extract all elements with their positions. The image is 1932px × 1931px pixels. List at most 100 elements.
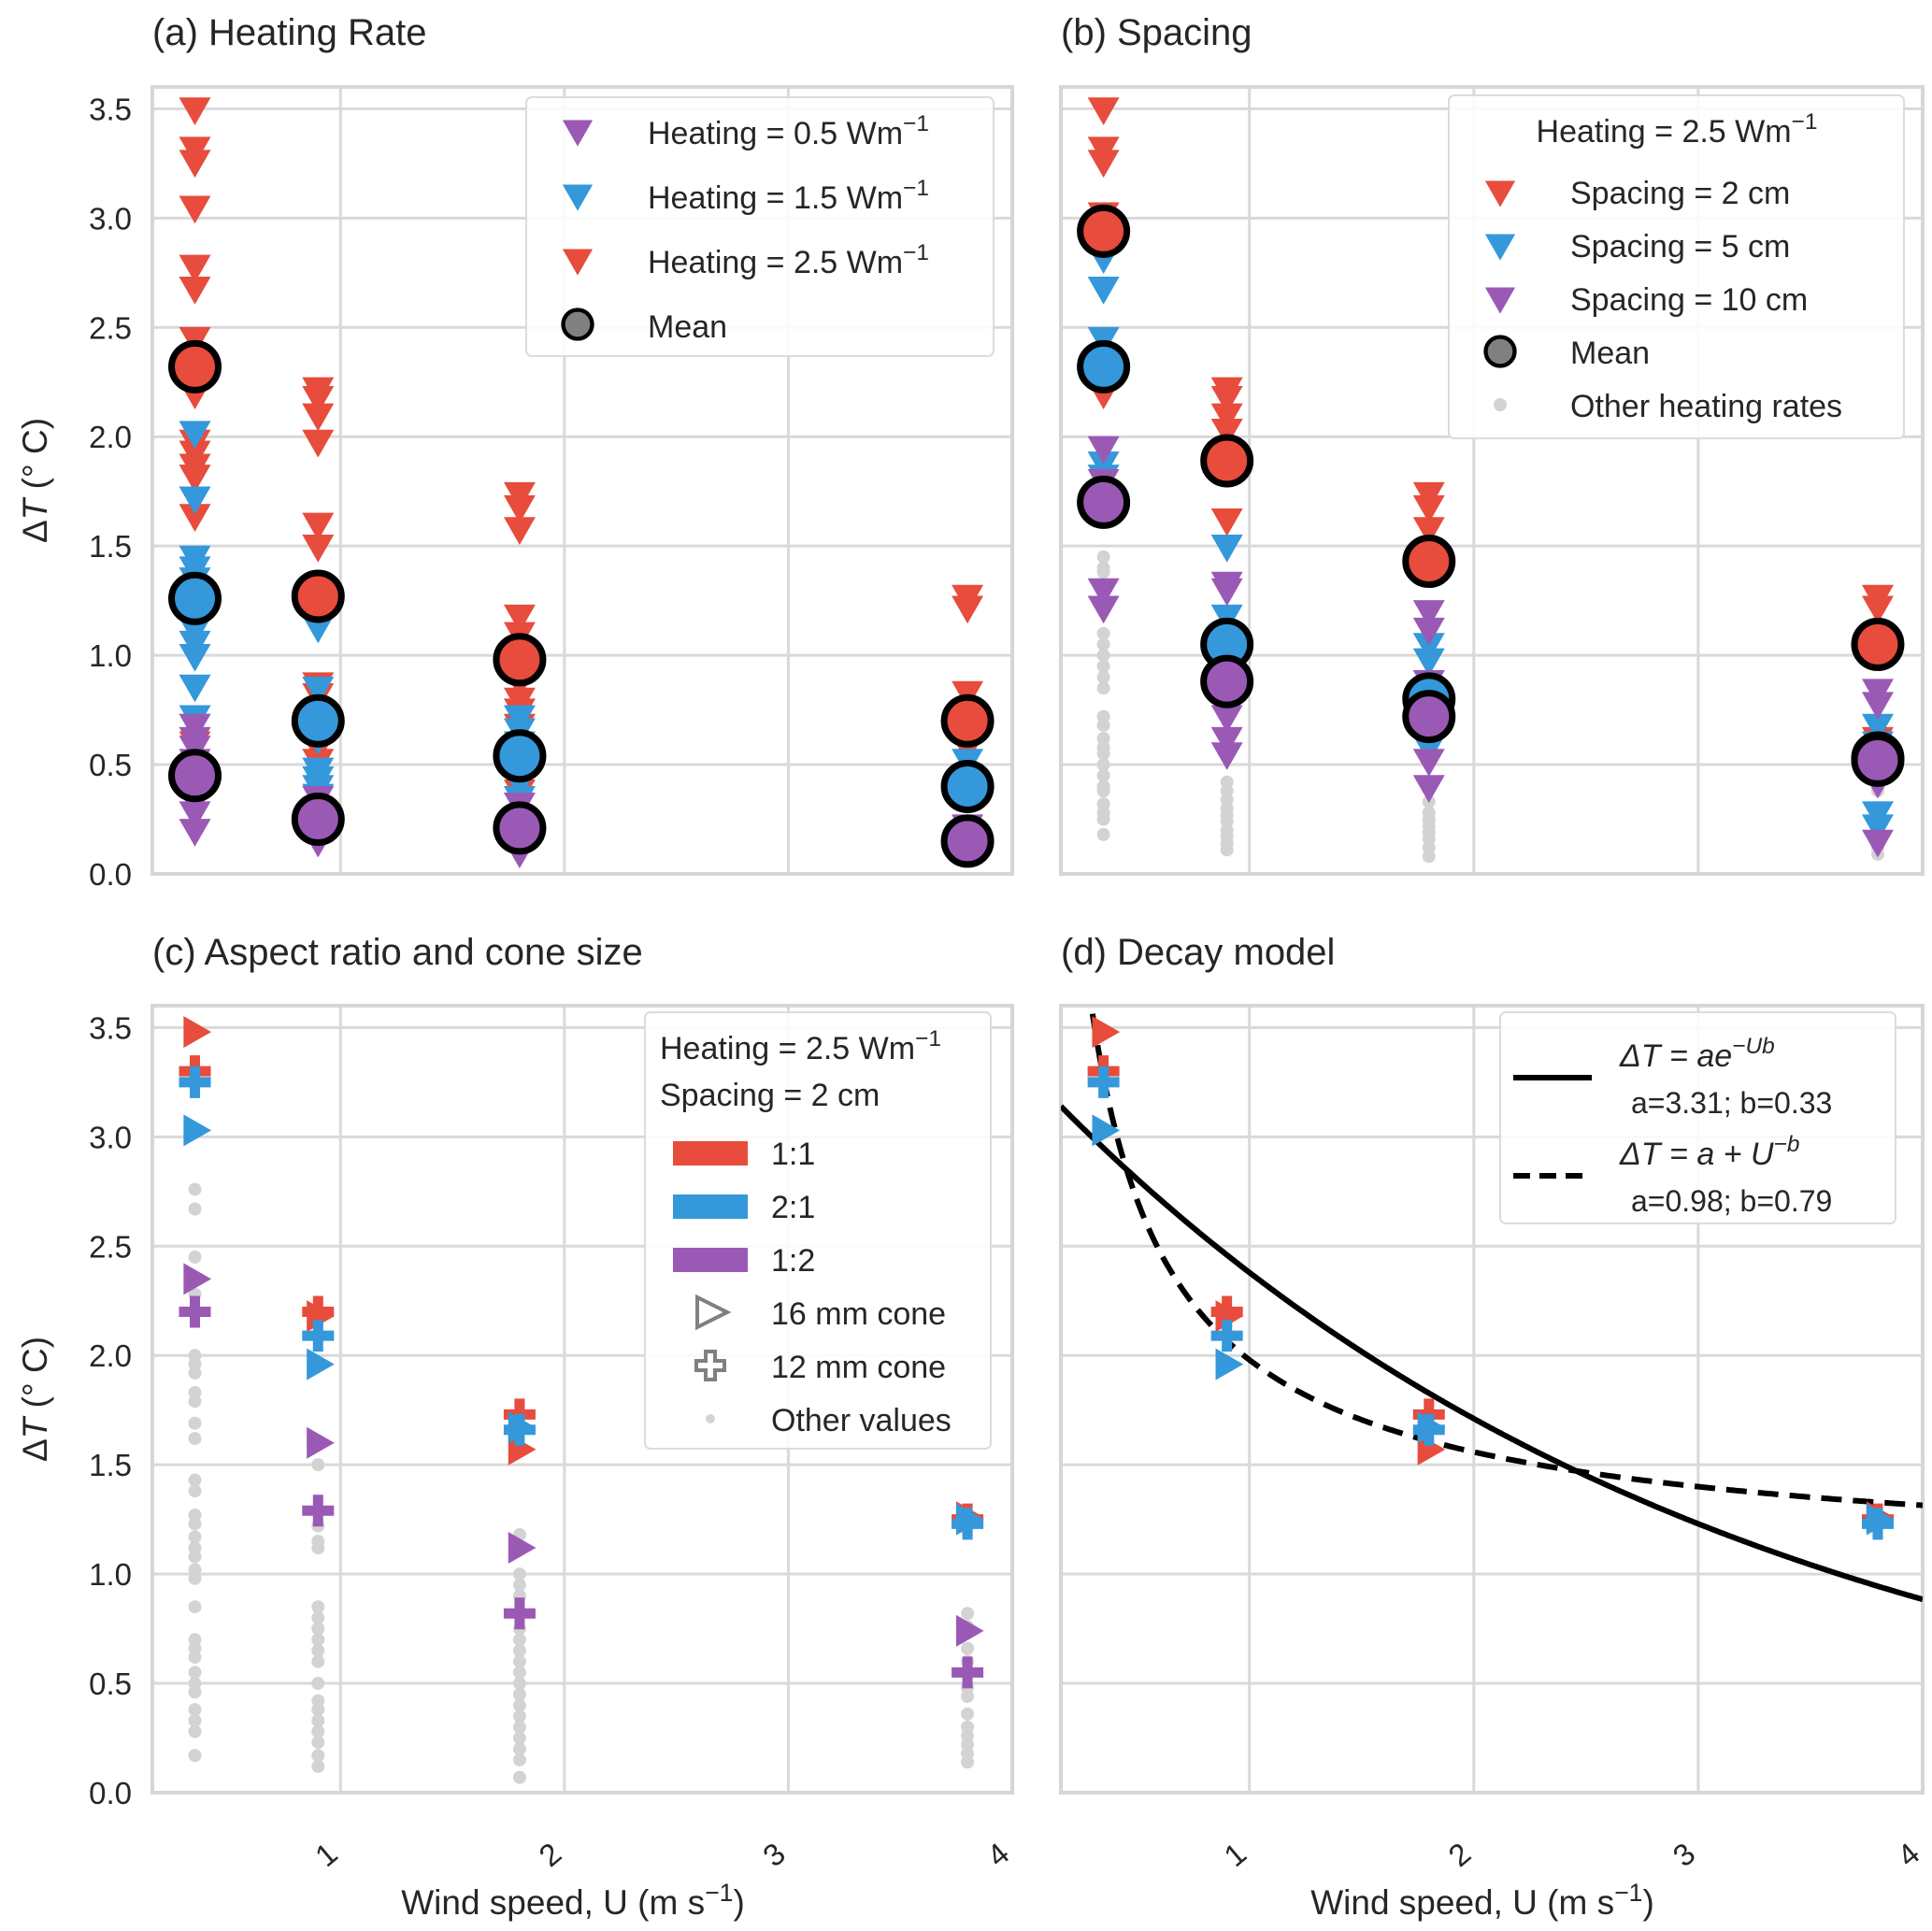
- xtick-label: 4: [1891, 1836, 1926, 1873]
- data-point: [311, 1643, 325, 1657]
- xlabel-d-main: Wind speed, U (m s: [1310, 1883, 1614, 1922]
- data-point: [302, 615, 335, 644]
- ytick-label: 1.5: [89, 529, 132, 564]
- panel-title-b: (b) Spacing: [1061, 12, 1252, 53]
- ylabel-part: T: [16, 1415, 54, 1438]
- legend-box: [1499, 1011, 1896, 1224]
- legend-title-line: Spacing = 2 cm: [660, 1078, 880, 1113]
- data-point: [1412, 617, 1445, 646]
- data-point: [1096, 758, 1110, 772]
- legend-label: 16 mm cone: [771, 1296, 946, 1332]
- data-point: [179, 819, 211, 847]
- data-point: [302, 385, 335, 414]
- ylabel-part: Δ: [16, 520, 54, 543]
- data-point: [1096, 784, 1110, 798]
- data-point: [1096, 659, 1110, 673]
- mean-point: [1077, 204, 1131, 258]
- data-point: [961, 1755, 975, 1769]
- legend-label-sup: −1: [903, 176, 929, 201]
- data-point: [311, 1736, 325, 1750]
- xtick-label: 2: [1441, 1836, 1477, 1873]
- data-point: [1087, 578, 1120, 607]
- data-point: [1861, 595, 1894, 624]
- data-point: [1096, 718, 1110, 732]
- data-point: [188, 1600, 202, 1614]
- legend-marker: [562, 184, 594, 211]
- data-point: [1861, 692, 1894, 721]
- data-point: [302, 1320, 335, 1352]
- data-point: [311, 1759, 325, 1773]
- data-point: [1087, 595, 1120, 624]
- data-point: [179, 195, 211, 224]
- data-point: [512, 1677, 526, 1691]
- series-1-2-16-mm-cone: [183, 1263, 984, 1647]
- legend-marker: [695, 1294, 732, 1331]
- legend-label: Other values: [771, 1403, 952, 1438]
- data-point: [508, 1532, 537, 1565]
- data-point: [183, 1114, 212, 1147]
- data-point: [188, 1432, 202, 1446]
- legend-title: Heating = 2.5 Wm−1: [1537, 109, 1818, 150]
- data-point: [1412, 517, 1445, 546]
- data-point: [512, 1654, 526, 1668]
- data-point: [311, 1677, 325, 1691]
- data-point: [179, 277, 211, 305]
- axes-frame-c: [150, 1004, 1014, 1795]
- data-point: [1210, 742, 1243, 770]
- data-point: [188, 1395, 202, 1409]
- xlabel-c-sup: −1: [705, 1879, 733, 1907]
- data-point: [512, 1633, 526, 1647]
- legend-marker: [562, 249, 594, 276]
- data-point: [307, 1426, 335, 1459]
- data-point: [179, 465, 211, 493]
- axes-frame-d: [1059, 1004, 1925, 1795]
- data-point: [179, 1066, 211, 1098]
- data-point: [311, 1610, 325, 1624]
- mean-point: [1077, 475, 1131, 529]
- data-point: [311, 1541, 325, 1555]
- data-point: [1220, 843, 1234, 857]
- ylabel-a: ΔT (° C): [16, 418, 54, 543]
- data-point: [188, 1202, 202, 1216]
- legend-marker: [1484, 180, 1516, 207]
- mean-point: [1851, 733, 1905, 787]
- data-point: [952, 1656, 984, 1689]
- data-point: [1861, 814, 1894, 843]
- data-point: [1096, 812, 1110, 826]
- data-point: [512, 1770, 526, 1784]
- data-point: [512, 1709, 526, 1724]
- fit-curve-exponential: [1061, 1104, 1923, 1603]
- ytick-label: 0.5: [89, 1666, 132, 1701]
- series-other-heating-rates: [1096, 451, 1884, 864]
- ylabel-part: T: [16, 496, 54, 520]
- data-point: [1096, 637, 1110, 651]
- legend-equation: ΔT = ae−Ub: [1619, 1034, 1775, 1074]
- xtick-label: 1: [1217, 1836, 1252, 1873]
- data-point: [188, 1724, 202, 1738]
- legend-params: a=0.98; b=0.79: [1631, 1184, 1832, 1218]
- legend-label: 1:1: [771, 1137, 815, 1172]
- data-point: [311, 1633, 325, 1647]
- data-point: [1412, 600, 1445, 628]
- data-point: [179, 486, 211, 515]
- data-point: [179, 150, 211, 179]
- legend-box: [1448, 94, 1905, 439]
- mean-point: [1402, 535, 1456, 589]
- data-point: [1422, 850, 1436, 864]
- data-point: [512, 1578, 526, 1592]
- data-point: [311, 1654, 325, 1668]
- legend-title-sup: −1: [1792, 109, 1818, 135]
- data-point: [1092, 1016, 1121, 1049]
- data-point: [1412, 648, 1445, 677]
- panel-title-c: (c) Aspect ratio and cone size: [152, 932, 643, 973]
- xlabel-d: Wind speed, U (m s−1): [1310, 1879, 1654, 1922]
- series-2-1-12-mm-cone: [1087, 1066, 1894, 1540]
- data-point: [1210, 535, 1243, 563]
- data-point: [512, 1742, 526, 1756]
- mean-point: [940, 759, 995, 813]
- mean-point: [168, 339, 222, 393]
- data-point: [1210, 419, 1243, 447]
- legend-label: Other heating rates: [1570, 389, 1842, 424]
- legend-equation-sup: −b: [1774, 1132, 1800, 1157]
